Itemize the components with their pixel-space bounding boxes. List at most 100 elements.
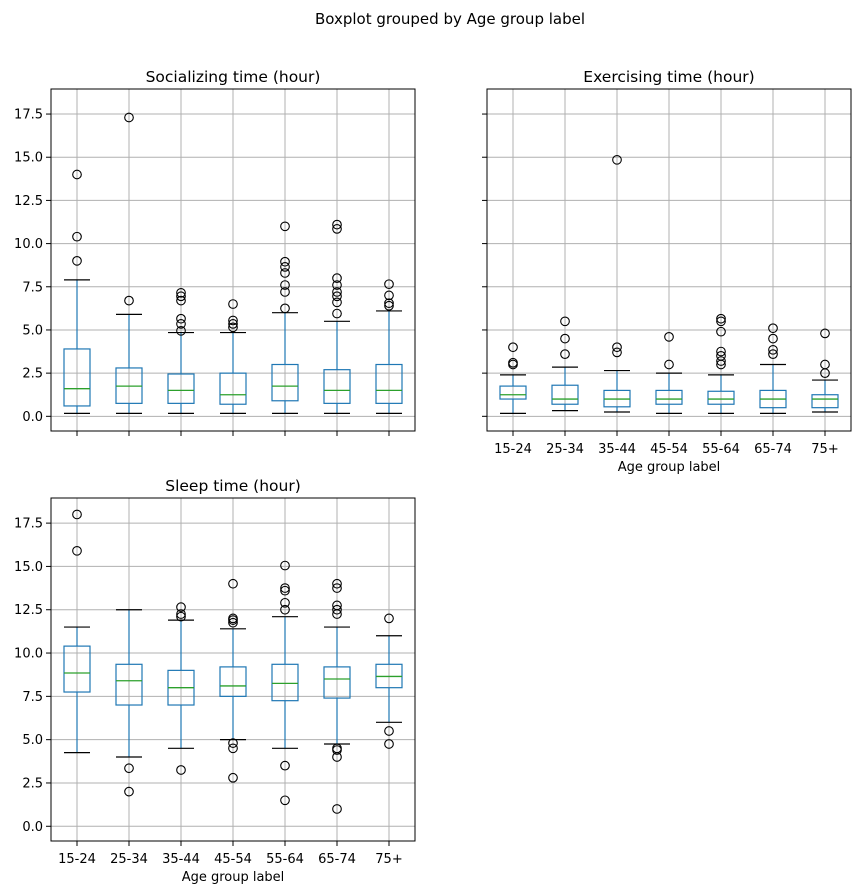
outlier-point (176, 291, 186, 302)
box-iqr (323, 369, 351, 404)
outlier-point (384, 290, 394, 301)
ytick-label: 7.5 (22, 690, 43, 705)
box-15-24 (499, 342, 527, 414)
outlier-point (716, 326, 726, 337)
xtick-label: 25-34 (110, 852, 148, 867)
xtick-label: 35-44 (162, 852, 200, 867)
outlier-point (72, 509, 82, 520)
ytick-label: 2.5 (22, 367, 43, 382)
subplot-title: Socializing time (hour) (146, 68, 321, 86)
box-45-54 (655, 332, 683, 414)
box-iqr (219, 372, 247, 405)
outlier-point (560, 333, 570, 344)
outlier-point (280, 585, 290, 596)
xtick-label: 15-24 (494, 442, 532, 457)
outlier-point (280, 280, 290, 290)
outlier-point (228, 322, 238, 333)
outlier-point (384, 726, 394, 736)
outlier-point (768, 349, 778, 359)
outlier-point (508, 342, 518, 353)
outlier-point (176, 313, 186, 324)
outlier-point (124, 763, 134, 774)
outlier-point (280, 604, 290, 615)
x-axis-label: Age group label (182, 870, 285, 885)
outlier-point (332, 273, 342, 283)
box-iqr (167, 373, 195, 404)
box-65-74 (759, 323, 787, 414)
box-75+ (811, 328, 839, 413)
box-25-34 (551, 316, 579, 412)
outlier-point (228, 617, 238, 628)
outlier-point (176, 295, 186, 306)
outlier-point (332, 604, 342, 615)
ytick-label: 5.0 (22, 323, 43, 338)
box-25-34 (115, 112, 143, 414)
subplot-2: 15-24 25-34 35-44 45-54 55-64 65-74 75+ Exercis… (482, 68, 852, 475)
outlier-point (280, 560, 290, 571)
outlier-point (72, 256, 82, 266)
box-55-64 (271, 560, 299, 806)
outlier-point (176, 765, 186, 775)
xtick-label: 55-64 (266, 852, 304, 867)
ytick-label: 0.0 (22, 410, 43, 425)
outlier-point (332, 224, 342, 234)
ytick-label: 17.5 (14, 108, 43, 123)
box-iqr (271, 363, 299, 402)
xtick-label: 75+ (375, 852, 402, 867)
box-iqr (271, 663, 299, 702)
outlier-point (72, 545, 82, 556)
outlier-point (280, 268, 290, 278)
outlier-point (612, 342, 622, 353)
ytick-label: 15.0 (14, 560, 43, 575)
outlier-point (280, 760, 290, 771)
box-55-64 (271, 221, 299, 414)
box-iqr (499, 385, 527, 400)
xtick-label: 45-54 (650, 442, 688, 457)
box-35-44 (603, 154, 631, 413)
box-iqr (707, 390, 735, 405)
outlier-point (228, 772, 238, 783)
box-iqr (375, 363, 403, 404)
outlier-point (332, 583, 342, 593)
box-35-44 (167, 602, 195, 775)
x-axis-label: Age group label (618, 460, 721, 475)
box-45-54 (219, 578, 247, 783)
outlier-point (332, 745, 342, 755)
outlier-point (176, 319, 186, 329)
outlier-point (508, 357, 518, 368)
outlier-point (332, 804, 342, 814)
outlier-point (332, 287, 342, 297)
outlier-point (332, 291, 342, 302)
outlier-point (228, 743, 238, 754)
ytick-label: 7.5 (22, 280, 43, 295)
outlier-point (124, 295, 134, 306)
subplot-1: 0.0 2.5 5.0 7.5 10.0 12.5 15.0 17.5 Socializing … (14, 68, 416, 436)
outlier-point (768, 344, 778, 355)
ytick-label: 0.0 (22, 820, 43, 835)
outlier-point (716, 346, 726, 357)
outlier-point (280, 583, 290, 593)
outlier-point (332, 600, 342, 611)
outlier-point (664, 359, 674, 370)
outlier-point (280, 262, 290, 272)
outlier-point (820, 328, 830, 339)
outlier-point (384, 279, 394, 290)
subplot-title: Sleep time (hour) (165, 477, 301, 495)
outlier-point (332, 578, 342, 589)
outlier-point (612, 154, 622, 165)
outlier-point (560, 349, 570, 359)
box-iqr (551, 384, 579, 405)
box-75+ (375, 279, 403, 414)
outlier-point (228, 319, 238, 329)
outlier-point (820, 359, 830, 370)
outlier-point (332, 280, 342, 290)
xtick-label: 45-54 (214, 852, 252, 867)
outlier-point (176, 287, 186, 298)
subplot-title: Exercising time (hour) (583, 68, 754, 86)
xtick-label: 35-44 (598, 442, 636, 457)
outlier-point (280, 303, 290, 314)
outlier-point (664, 332, 674, 342)
box-iqr (655, 389, 683, 405)
outlier-point (72, 231, 82, 242)
